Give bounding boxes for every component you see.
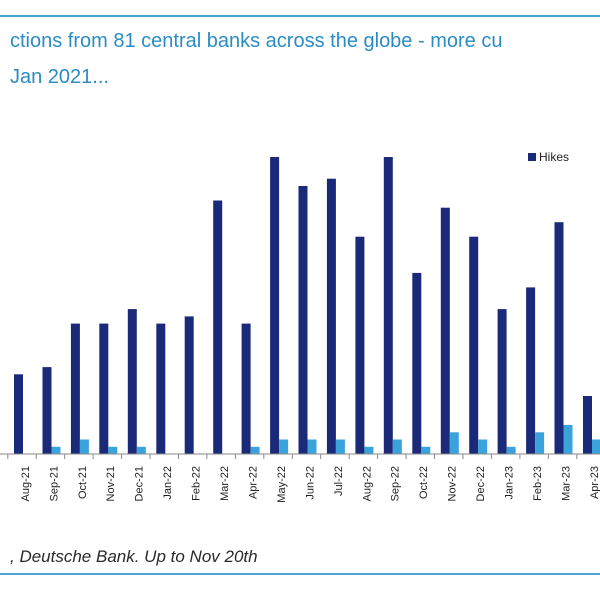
bar-series2-Nov-22: [449, 432, 459, 454]
x-tick-label-Jan-22: Jan-22: [162, 466, 174, 500]
bar-hikes-Mar-22: [213, 200, 223, 454]
x-tick-label-Aug-22: Aug-22: [361, 466, 373, 501]
bar-hikes-Feb-23: [526, 287, 536, 454]
bar-hikes-Sep-22: [383, 157, 393, 454]
x-tick-label-Nov-22: Nov-22: [447, 466, 459, 501]
bar-series2-Jun-22: [307, 439, 317, 454]
x-tick-label-Dec-22: Dec-22: [475, 466, 487, 501]
x-tick-label-Aug-21: Aug-21: [20, 466, 32, 501]
bars-layer: [14, 157, 600, 454]
bar-hikes-Jan-22: [156, 323, 166, 454]
bar-series2-Sep-22: [392, 439, 402, 454]
x-tick-label-Sep-21: Sep-21: [48, 466, 60, 501]
bar-series2-Jul-22: [335, 439, 345, 454]
x-tick-label-Feb-22: Feb-22: [191, 466, 203, 501]
bar-hikes-May-22: [270, 157, 280, 454]
bar-series2-Nov-21: [108, 446, 118, 454]
bar-hikes-Nov-21: [99, 323, 109, 454]
bottom-rule: [0, 573, 600, 575]
bar-series2-Dec-21: [136, 446, 146, 454]
bar-series2-Apr-22: [250, 446, 260, 454]
bar-hikes-Jul-22: [326, 178, 336, 454]
x-tick-label-Apr-23: Apr-23: [589, 466, 600, 499]
x-tick-label-Mar-22: Mar-22: [219, 466, 231, 501]
x-tick-label-Oct-22: Oct-22: [418, 466, 430, 499]
bar-series2-Oct-21: [79, 439, 89, 454]
bar-series2-Apr-23: [592, 439, 600, 454]
x-tick-label-Apr-22: Apr-22: [248, 466, 260, 499]
legend: Hikes: [528, 150, 569, 164]
bar-series2-Dec-22: [478, 439, 488, 454]
bar-series2-Jan-23: [506, 446, 516, 454]
bar-series2-Oct-22: [421, 446, 431, 454]
x-tick-label-Dec-21: Dec-21: [134, 466, 146, 501]
legend-swatch-hikes: [528, 153, 536, 161]
x-tick-label-May-22: May-22: [276, 466, 288, 503]
x-tick-label-Jun-22: Jun-22: [304, 466, 316, 500]
ticks-layer: [7, 454, 578, 459]
bar-hikes-Mar-23: [554, 222, 564, 454]
bar-series2-Sep-21: [51, 446, 61, 454]
bar-series2-May-22: [279, 439, 289, 454]
x-tick-label-Sep-22: Sep-22: [390, 466, 402, 501]
bar-hikes-Sep-21: [42, 367, 52, 454]
legend-label-hikes: Hikes: [539, 150, 569, 164]
x-tick-label-Jan-23: Jan-23: [504, 466, 516, 500]
bar-hikes-Aug-22: [355, 236, 365, 454]
bar-hikes-Apr-22: [241, 323, 251, 454]
bar-hikes-Nov-22: [440, 207, 450, 454]
x-tick-label-Oct-21: Oct-21: [77, 466, 89, 499]
x-tick-label-Nov-21: Nov-21: [105, 466, 117, 501]
bar-hikes-Oct-21: [70, 323, 80, 454]
bar-hikes-Dec-21: [127, 309, 137, 454]
source-note: , Deutsche Bank. Up to Nov 20th: [10, 547, 258, 566]
bar-series2-Mar-23: [563, 425, 573, 454]
x-tick-label-Jul-22: Jul-22: [333, 466, 345, 496]
bar-hikes-Dec-22: [469, 236, 479, 454]
tick-labels-layer: Aug-21 Sep-21 Oct-21 Nov-21 Dec-21 Jan-22 Feb-…: [20, 466, 600, 503]
bar-hikes-Apr-23: [583, 396, 592, 454]
bar-hikes-Oct-22: [412, 272, 422, 454]
x-tick-label-Mar-23: Mar-23: [560, 466, 572, 501]
chart-title-line-2: Jan 2021...: [10, 66, 109, 88]
bar-hikes-Jun-22: [298, 186, 308, 454]
bar-hikes-Aug-21: [14, 374, 23, 454]
bar-series2-Feb-23: [535, 432, 545, 454]
x-tick-label-Feb-23: Feb-23: [532, 466, 544, 501]
top-rule: [0, 15, 600, 17]
bar-series2-Aug-22: [364, 446, 374, 454]
chart-title-line-1: ctions from 81 central banks across the …: [10, 30, 503, 52]
bar-hikes-Feb-22: [184, 316, 194, 454]
bar-hikes-Jan-23: [497, 309, 507, 454]
